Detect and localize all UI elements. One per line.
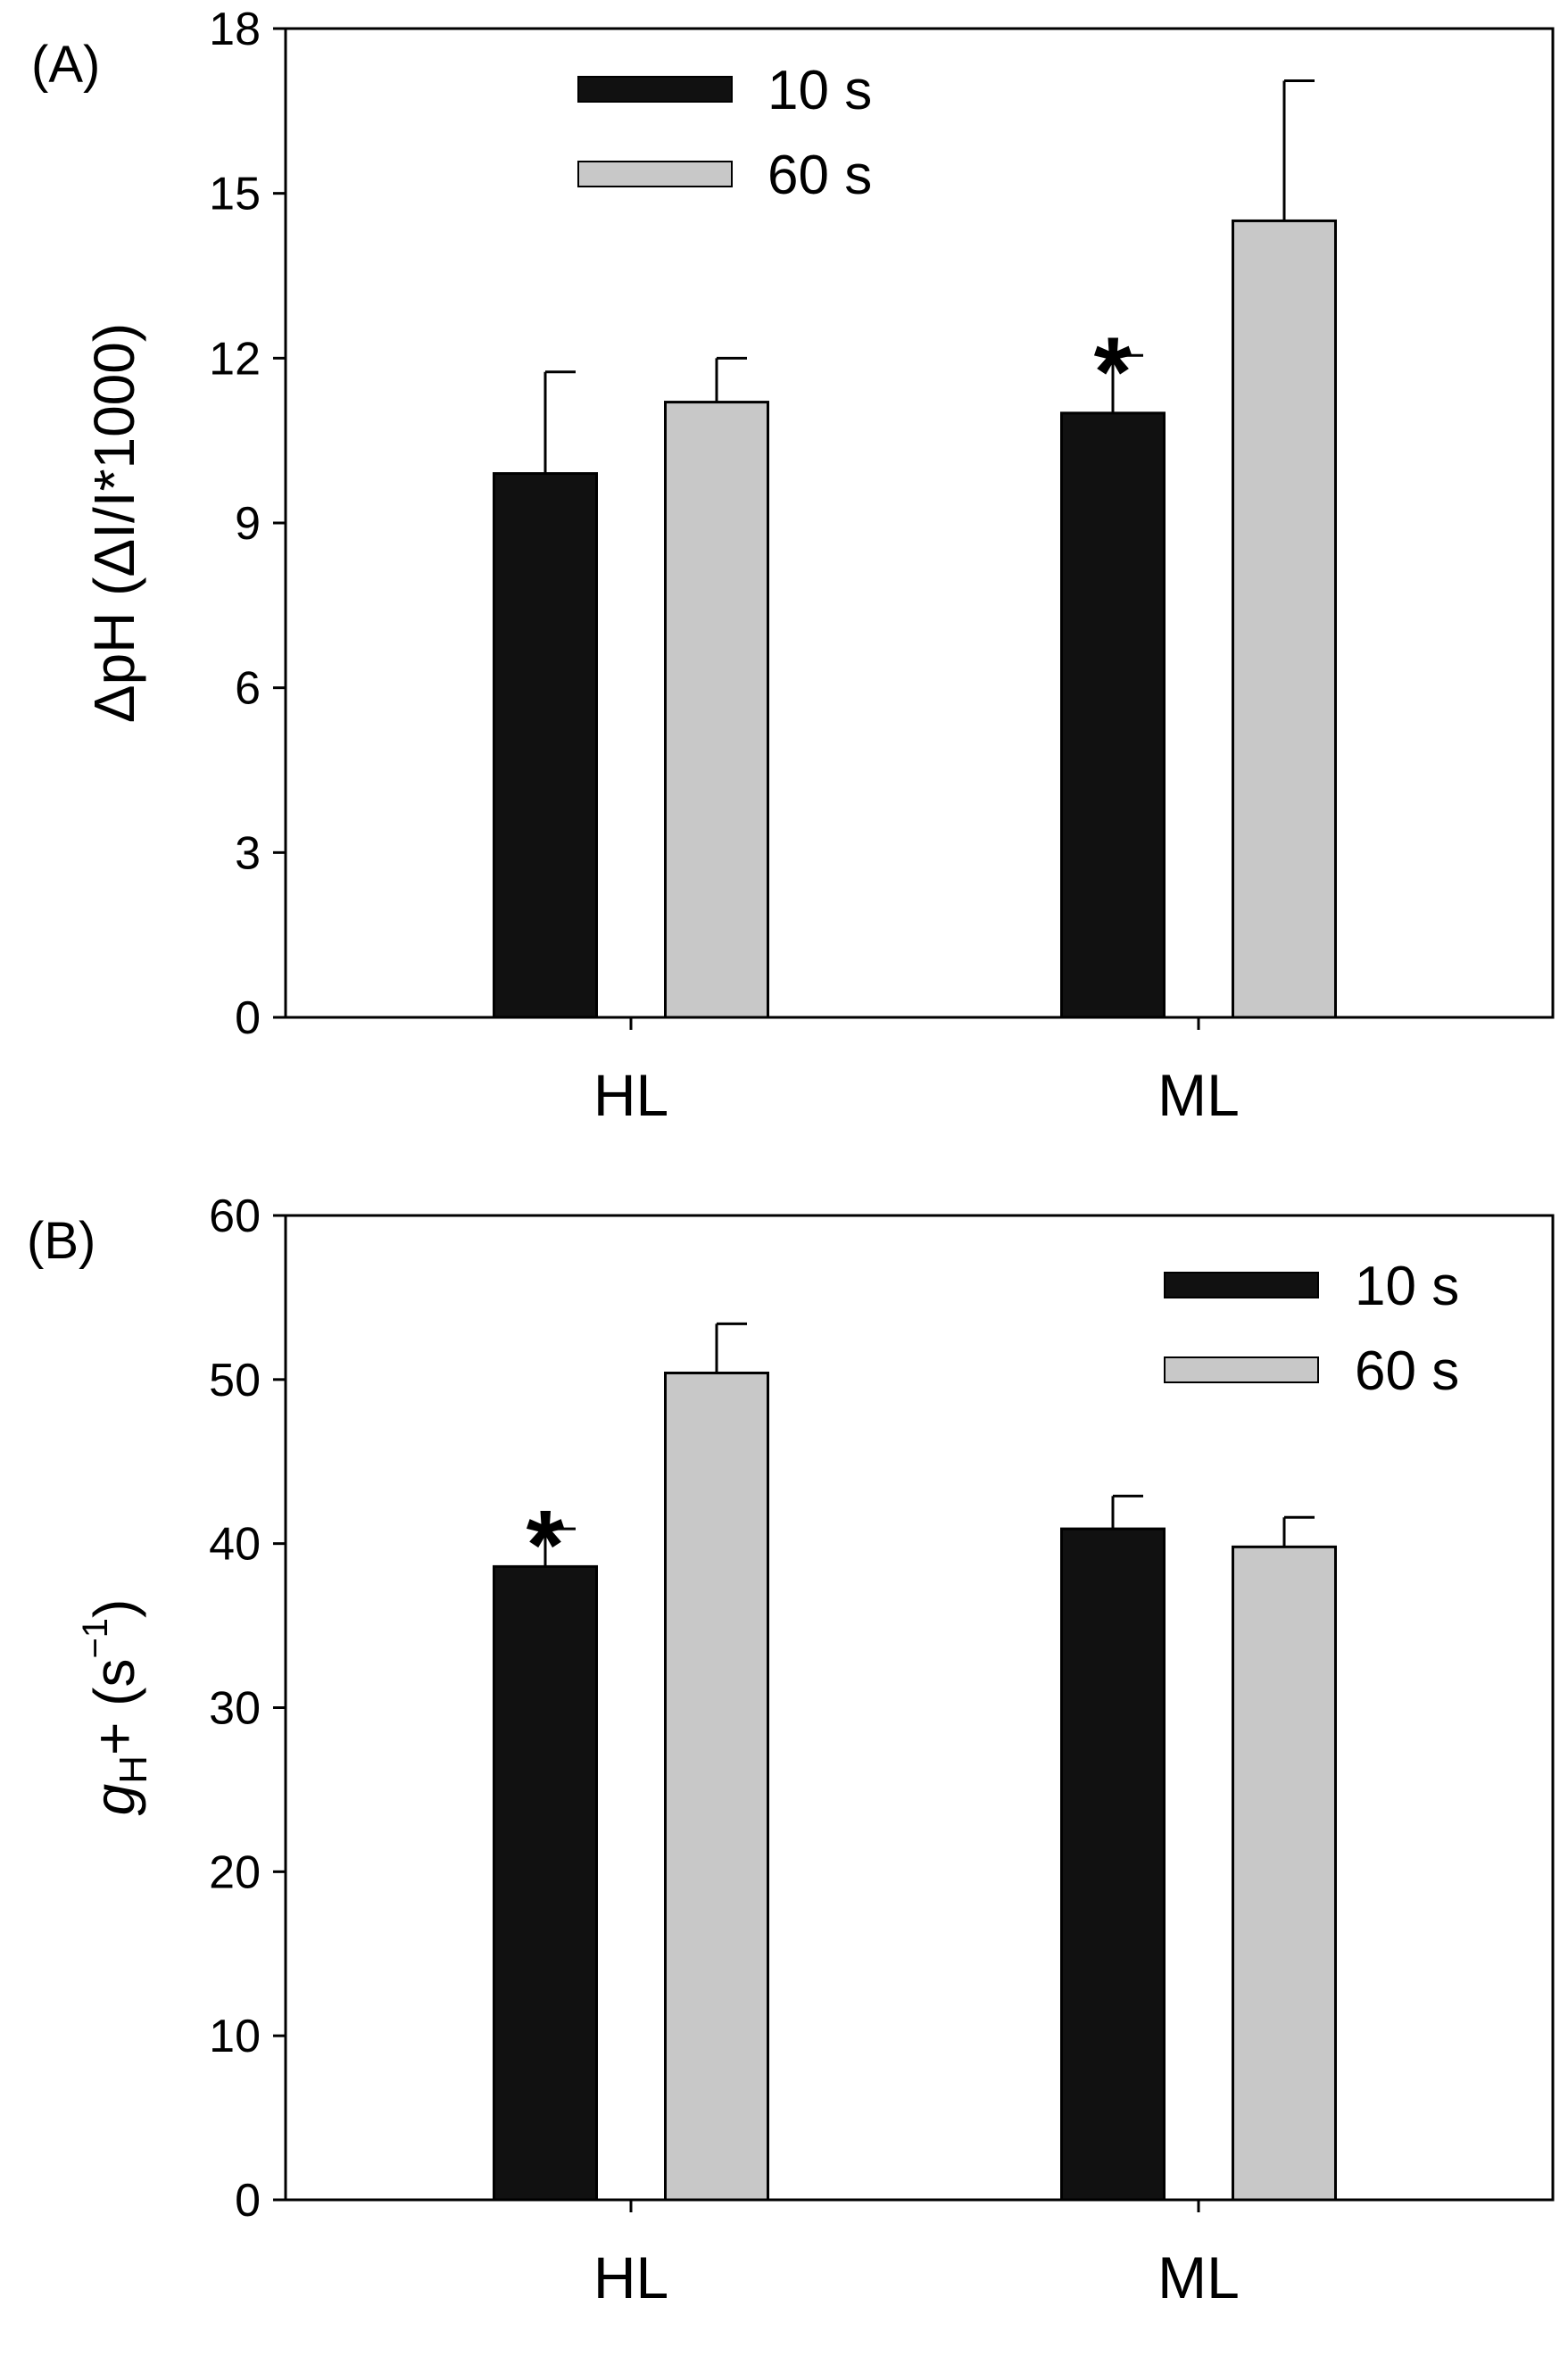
panel-a-bar xyxy=(1060,411,1166,1019)
panel-a-y-tick-label: 18 xyxy=(209,4,261,55)
panel-a-label: (A) xyxy=(31,36,100,94)
panel-b-y-tick-label: 50 xyxy=(209,1355,261,1406)
panel-a-y-axis-label: ΔpH (ΔI/I*1000) xyxy=(82,323,146,723)
panel-b-legend-label: 10 s xyxy=(1355,1256,1459,1317)
panel-a-significance-marker: * xyxy=(1094,317,1132,427)
panel-b-legend-swatch xyxy=(1164,1272,1319,1298)
panel-b-y-tick-label: 0 xyxy=(235,2175,261,2227)
panel-a-plot-frame xyxy=(284,27,1555,1019)
panel-b-x-category-label: HL xyxy=(593,2244,668,2310)
panel-a-bar xyxy=(664,401,769,1019)
panel-a-legend: 10 s 60 s xyxy=(577,60,872,206)
panel-a-bar xyxy=(1232,219,1337,1019)
panel-b-significance-marker: * xyxy=(527,1490,565,1600)
panel-b-y-axis-label: gH+ (s−1) xyxy=(76,1599,155,1816)
panel-b-y-tick-label: 20 xyxy=(209,1846,261,1898)
panel-b-y-tick-label: 60 xyxy=(209,1190,261,1242)
panel-a-annotations: * xyxy=(1094,317,1132,427)
panel-b-x-category-label: ML xyxy=(1157,2244,1240,2310)
panel-a-legend-label: 10 s xyxy=(767,60,872,121)
panel-a-legend-swatch xyxy=(577,76,733,103)
panel-a-y-tick-label: 0 xyxy=(235,992,261,1044)
panel-a-y-tick-label: 3 xyxy=(235,827,261,879)
panel-a-chart: (A) 0 3 6 9 12 15 18 HL ML 10 s 60 s * ΔpH (ΔI/I… xyxy=(31,4,1555,1128)
panel-a-y-tick-label: 15 xyxy=(209,169,261,220)
panel-b-label: (B) xyxy=(27,1212,95,1270)
panel-a-y-tick-label: 9 xyxy=(235,498,261,550)
panel-b-y-axis: 0 10 20 30 40 50 60 xyxy=(209,1190,286,2227)
panel-b-legend-label: 60 s xyxy=(1355,1340,1459,1402)
panel-a-y-axis: 0 3 6 9 12 15 18 xyxy=(209,4,286,1044)
panel-a-y-tick-label: 6 xyxy=(235,663,261,715)
panel-b-y-tick-label: 40 xyxy=(209,1519,261,1571)
panel-b-chart: (B) 0 10 20 30 40 50 60 HL ML 10 s 60 s * gH+ (s… xyxy=(27,1190,1555,2310)
panel-b-legend: 10 s 60 s xyxy=(1164,1256,1459,1402)
panel-b-legend-swatch xyxy=(1164,1356,1319,1383)
panel-b-y-tick-label: 10 xyxy=(209,2011,261,2062)
panel-a-bars xyxy=(493,79,1337,1019)
panel-a-legend-label: 60 s xyxy=(767,145,872,206)
panel-b-bar xyxy=(1232,1545,1337,2202)
panel-a-y-tick-label: 12 xyxy=(209,333,261,385)
panel-b-x-axis: HL ML xyxy=(593,2200,1240,2310)
panel-b-annotations: * xyxy=(527,1490,565,1600)
panel-b-y-tick-label: 30 xyxy=(209,1683,261,1735)
panel-a-x-category-label: HL xyxy=(593,1062,668,1128)
panel-b-bar xyxy=(664,1371,769,2202)
panel-a-x-axis: HL ML xyxy=(593,1017,1240,1128)
panel-b-bars xyxy=(493,1322,1337,2202)
panel-b-bar xyxy=(1060,1527,1166,2202)
panel-a-bar xyxy=(493,472,598,1019)
panel-a-x-category-label: ML xyxy=(1157,1062,1240,1128)
panel-b-bar xyxy=(493,1564,598,2202)
panel-a-legend-swatch xyxy=(577,161,733,187)
